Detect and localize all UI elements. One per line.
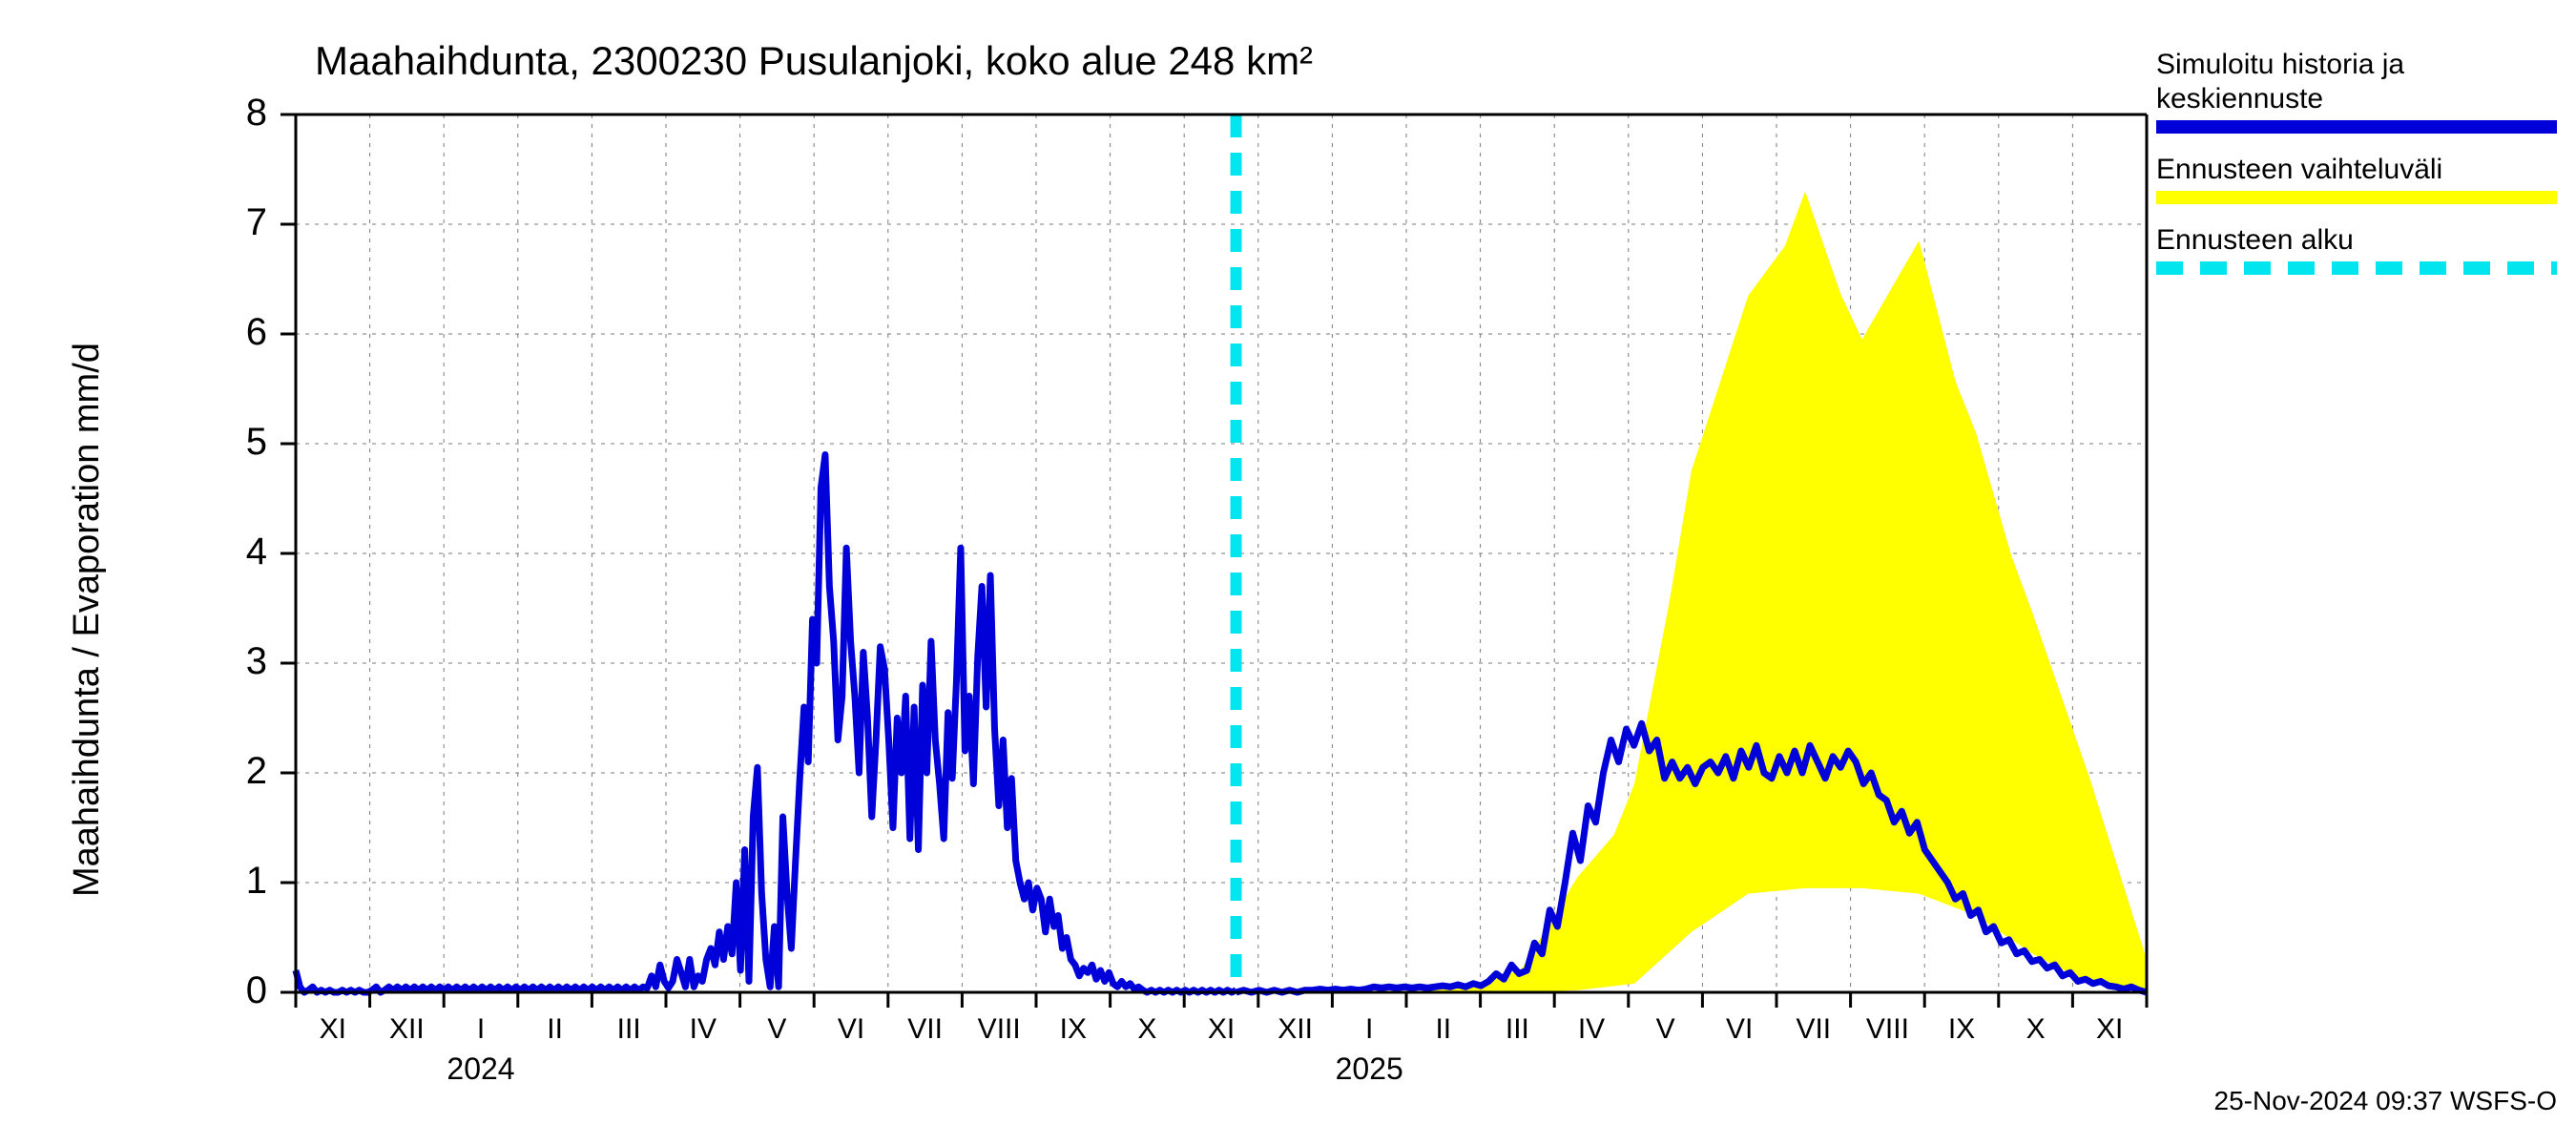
- y-tick-label: 6: [210, 311, 267, 354]
- x-tick-label: IX: [1060, 1013, 1087, 1046]
- x-tick-label: II: [1435, 1013, 1451, 1046]
- legend-item-history: Simuloitu historia ja keskiennuste: [2156, 48, 2557, 134]
- x-year-label: 2025: [1336, 1051, 1403, 1087]
- x-tick-label: XII: [389, 1013, 425, 1046]
- legend-label: Ennusteen alku: [2156, 223, 2557, 258]
- x-tick-label: IV: [690, 1013, 717, 1046]
- y-tick-label: 0: [210, 969, 267, 1012]
- x-year-label: 2024: [447, 1051, 514, 1087]
- y-tick-label: 4: [210, 531, 267, 573]
- x-tick-label: I: [1365, 1013, 1373, 1046]
- y-tick-label: 3: [210, 640, 267, 683]
- y-tick-label: 1: [210, 860, 267, 903]
- x-tick-label: X: [2026, 1013, 2046, 1046]
- x-tick-label: VI: [838, 1013, 864, 1046]
- x-tick-label: IV: [1578, 1013, 1605, 1046]
- y-tick-label: 5: [210, 421, 267, 464]
- x-tick-label: XI: [320, 1013, 346, 1046]
- chart-container: Maahaihdunta, 2300230 Pusulanjoki, koko …: [0, 0, 2576, 1145]
- x-tick-label: VIII: [978, 1013, 1021, 1046]
- x-tick-label: V: [1656, 1013, 1675, 1046]
- legend-swatch-forecast-start: [2156, 261, 2557, 275]
- x-tick-label: III: [617, 1013, 641, 1046]
- x-tick-label: IX: [1948, 1013, 1975, 1046]
- y-tick-label: 8: [210, 92, 267, 135]
- y-tick-label: 2: [210, 750, 267, 793]
- legend: Simuloitu historia ja keskiennuste Ennus…: [2156, 48, 2557, 294]
- x-tick-label: III: [1506, 1013, 1529, 1046]
- y-tick-label: 7: [210, 201, 267, 244]
- legend-item-band: Ennusteen vaihteluväli: [2156, 153, 2557, 204]
- x-tick-label: V: [767, 1013, 786, 1046]
- x-tick-label: VII: [907, 1013, 943, 1046]
- legend-label: Simuloitu historia ja keskiennuste: [2156, 48, 2557, 116]
- x-tick-label: X: [1137, 1013, 1156, 1046]
- footer-text: 25-Nov-2024 09:37 WSFS-O: [2214, 1086, 2558, 1116]
- legend-label: Ennusteen vaihteluväli: [2156, 153, 2557, 187]
- legend-swatch-history: [2156, 120, 2557, 134]
- legend-swatch-band: [2156, 191, 2557, 204]
- x-tick-label: VII: [1796, 1013, 1831, 1046]
- x-tick-label: I: [477, 1013, 485, 1046]
- x-tick-label: VIII: [1866, 1013, 1909, 1046]
- x-tick-label: XI: [1208, 1013, 1235, 1046]
- x-tick-label: XII: [1278, 1013, 1313, 1046]
- x-tick-label: XI: [2096, 1013, 2123, 1046]
- x-tick-label: VI: [1726, 1013, 1753, 1046]
- x-tick-label: II: [547, 1013, 563, 1046]
- legend-item-forecast-start: Ennusteen alku: [2156, 223, 2557, 275]
